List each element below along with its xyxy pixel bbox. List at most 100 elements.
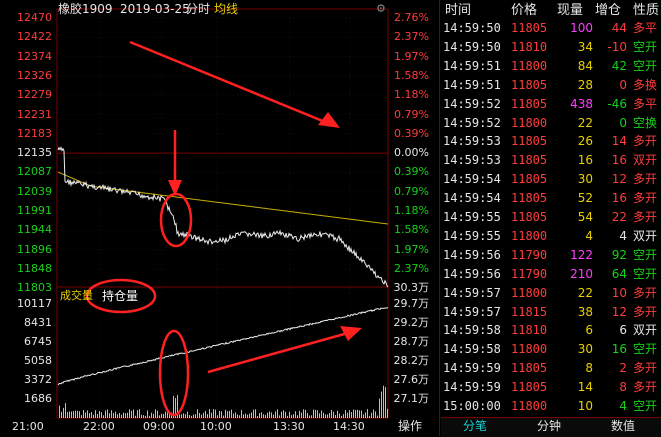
volume-bar — [147, 410, 148, 418]
tick-row: 14:59:51 11800 84 42 空开 — [441, 57, 661, 75]
tick-volume: 22 — [577, 115, 593, 130]
tick-row: 14:59:58 11800 30 16 空开 — [441, 340, 661, 358]
intraday-chart[interactable]: 橡胶1909 2019-03-25 分时 均线 ⚙ 12470 12422 1237… — [0, 0, 437, 436]
settings-gear-icon[interactable]: ⚙ — [376, 2, 386, 15]
tick-nature: 多开 — [633, 210, 658, 224]
volume-tick-label: 5058 — [24, 354, 52, 367]
grid-lines — [57, 9, 388, 418]
col-header-time: 时间 — [445, 3, 472, 18]
volume-bar — [59, 405, 60, 418]
price-tick-label: 11896 — [17, 242, 52, 256]
time-tick-label: 22:00 — [83, 420, 115, 433]
tick-price: 11805 — [511, 172, 548, 187]
tick-time: 14:59:58 — [443, 342, 501, 357]
percent-tick-label: 1.58% — [394, 68, 429, 82]
annot-arrow-head-3 — [340, 326, 362, 341]
tab-shuzhi[interactable]: 数值 — [611, 419, 636, 433]
volume-bar — [387, 408, 388, 418]
tick-row: 14:59:54 11805 30 12 多开 — [441, 170, 661, 188]
volume-bar — [205, 410, 206, 418]
volume-bar — [199, 412, 200, 418]
volume-bar — [251, 412, 252, 418]
volume-bar — [125, 413, 126, 418]
volume-bar — [131, 410, 132, 418]
volume-bar — [187, 411, 188, 418]
volume-bar — [153, 413, 154, 418]
tab-fenbi[interactable]: 分笔 — [463, 419, 488, 433]
price-tick-label: 11803 — [17, 281, 52, 295]
tick-time: 15:00:00 — [443, 399, 501, 413]
percent-tick-label: 2.37% — [394, 261, 429, 275]
tick-price: 11800 — [511, 342, 548, 357]
tick-oi-change: 16 — [611, 191, 627, 206]
volume-bar — [183, 413, 184, 418]
volume-bar — [337, 410, 338, 418]
volume-bar — [229, 410, 230, 418]
annot-arrow-head-2 — [168, 180, 182, 196]
volume-bar — [329, 413, 330, 418]
percent-tick-label: 2.76% — [394, 11, 429, 24]
volume-bars — [59, 385, 388, 418]
tick-volume: 30 — [577, 172, 593, 187]
tick-volume: 10 — [577, 399, 593, 413]
volume-bar — [109, 413, 110, 418]
price-tick-label: 12231 — [17, 107, 52, 121]
volume-bar — [309, 415, 310, 418]
tick-oi-change: 8 — [619, 380, 627, 395]
volume-bar — [83, 410, 84, 418]
chart-mode[interactable]: 分时 — [186, 2, 211, 16]
volume-bar — [245, 413, 246, 418]
tick-oi-change: 0 — [619, 115, 627, 130]
volume-bar — [311, 415, 312, 418]
tick-nature: 多开 — [633, 172, 658, 187]
volume-bar — [295, 411, 296, 418]
annot-circle-drop — [159, 192, 193, 248]
tick-nature: 多平 — [633, 21, 658, 35]
tab-bar — [441, 417, 661, 437]
tick-row: 14:59:59 11805 8 2 多开 — [441, 359, 661, 377]
tick-row: 14:59:55 11805 54 22 多开 — [441, 208, 661, 226]
volume-bar — [297, 415, 298, 418]
time-tick-label: 10:00 — [200, 420, 232, 433]
volume-bar — [279, 415, 280, 418]
volume-bar — [127, 412, 128, 418]
volume-bar — [299, 410, 300, 418]
volume-bar — [177, 394, 178, 418]
tick-volume: 438 — [570, 96, 593, 111]
tick-row: 14:59:56 11790 122 92 空开 — [441, 246, 661, 264]
oi-tick-label: 28.2万 — [393, 354, 430, 367]
panel-separator — [439, 0, 440, 436]
tick-volume: 6 — [585, 323, 593, 338]
price-tick-label: 12470 — [17, 11, 52, 24]
volume-bar — [179, 414, 180, 418]
volume-bar — [383, 385, 384, 418]
tick-price: 11805 — [511, 96, 548, 111]
tick-oi-change: 42 — [611, 58, 627, 73]
tick-row: 14:59:50 11805 100 44 多平 — [441, 19, 661, 37]
tick-time: 14:59:53 — [443, 153, 501, 168]
volume-bar — [267, 412, 268, 418]
volume-bar — [111, 410, 112, 418]
chart-canvas[interactable] — [0, 0, 437, 436]
time-tick-label: 09:00 — [143, 420, 175, 433]
volume-bar — [137, 410, 138, 418]
volume-bar — [349, 410, 350, 418]
tab-operate[interactable]: 操作 — [398, 419, 423, 433]
tab-fenzhong[interactable]: 分钟 — [537, 419, 562, 433]
volume-bar — [115, 411, 116, 418]
volume-bar — [93, 414, 94, 418]
volume-bar — [129, 409, 130, 418]
tick-volume: 28 — [577, 77, 593, 92]
tick-oi-change: 12 — [611, 304, 627, 319]
volume-bar — [161, 413, 162, 418]
tick-time: 14:59:51 — [443, 77, 501, 92]
percent-tick-label: 0.39% — [394, 165, 429, 179]
volume-bar — [327, 414, 328, 418]
tick-price: 11790 — [511, 247, 548, 262]
volume-bar — [247, 414, 248, 418]
tick-time: 14:59:50 — [443, 39, 501, 54]
price-line — [57, 146, 389, 288]
price-tick-label: 12039 — [17, 184, 52, 198]
volume-bar — [87, 410, 88, 418]
volume-bar — [97, 413, 98, 418]
